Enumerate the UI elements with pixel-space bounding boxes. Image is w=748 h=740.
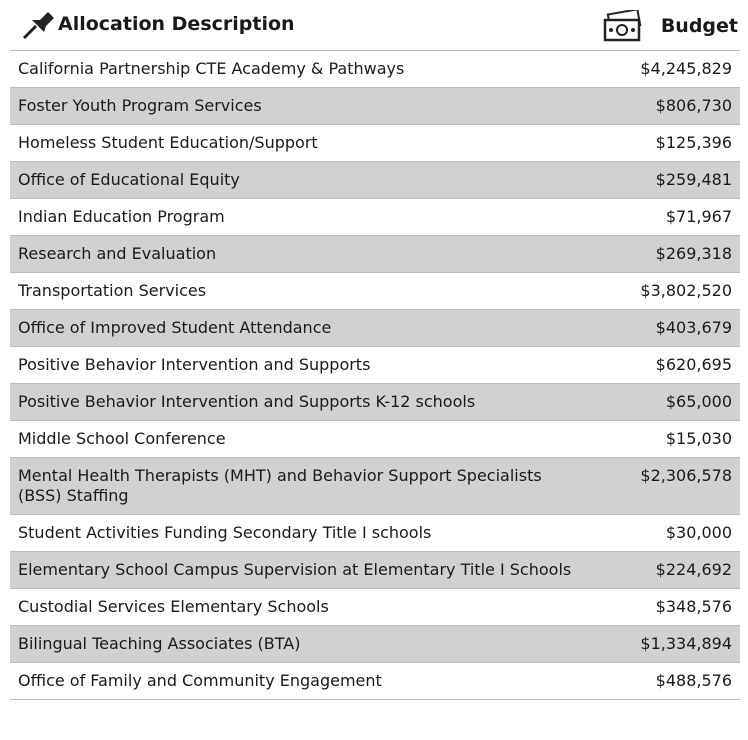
header-text: Allocation Description [58, 13, 295, 35]
table-row: Student Activities Funding Secondary Tit… [10, 514, 740, 552]
budget-cell: $1,334,894 [586, 625, 740, 663]
description-cell: Custodial Services Elementary Schools [10, 588, 586, 626]
budget-cell: $259,481 [586, 161, 740, 199]
table-row: Bilingual Teaching Associates (BTA) $1,33… [10, 625, 740, 663]
description-cell: Positive Behavior Intervention and Suppo… [10, 346, 586, 384]
money-icon [603, 10, 642, 42]
budget-cell: $125,396 [586, 124, 740, 162]
description-cell: Foster Youth Program Services [10, 87, 586, 125]
header: Allocation Description Budget [10, 0, 740, 50]
description-cell: Office of Improved Student Attendance [10, 309, 586, 347]
description-cell: Indian Education Program [10, 198, 586, 236]
table-row: Research and Evaluation $269,318 [10, 235, 740, 273]
description-cell: Office of Educational Equity [10, 161, 586, 199]
table-row: Office of Improved Student Attendance $40… [10, 309, 740, 347]
description-cell: Homeless Student Education/Support [10, 124, 586, 162]
budget-cell: $65,000 [586, 383, 740, 421]
table-row: Custodial Services Elementary Schools $34… [10, 588, 740, 626]
description-cell: Mental Health Therapists (MHT) and Behav… [10, 457, 586, 515]
table-row: Indian Education Program $71,967 [10, 198, 740, 236]
description-cell: Research and Evaluation [10, 235, 586, 273]
pin-icon [22, 12, 54, 40]
budget-cell: $30,000 [586, 514, 740, 552]
table-row: Middle School Conference $15,030 [10, 420, 740, 458]
page: Allocation Description Budget California… [10, 0, 740, 700]
description-cell: California Partnership CTE Academy & Pat… [10, 50, 586, 88]
description-cell: Bilingual Teaching Associates (BTA) [10, 625, 586, 663]
budget-cell: $2,306,578 [586, 457, 740, 515]
table-row: Transportation Services $3,802,520 [10, 272, 740, 310]
description-cell: Positive Behavior Intervention and Suppo… [10, 383, 586, 421]
table-row: California Partnership CTE Academy & Pat… [10, 50, 740, 88]
budget-cell: $15,030 [586, 420, 740, 458]
budget-cell: $348,576 [586, 588, 740, 626]
budget-cell: $488,576 [586, 662, 740, 700]
budget-cell: $403,679 [586, 309, 740, 347]
description-cell: Middle School Conference [10, 420, 586, 458]
budget-cell: $71,967 [586, 198, 740, 236]
description-cell: Transportation Services [10, 272, 586, 310]
description-cell: Elementary School Campus Supervision at … [10, 551, 586, 589]
budget-cell: $620,695 [586, 346, 740, 384]
table-row: Positive Behavior Intervention and Suppo… [10, 383, 740, 421]
table-row: Elementary School Campus Supervision at … [10, 551, 740, 589]
table-row: Homeless Student Education/Support $125,3… [10, 124, 740, 162]
table-row: Positive Behavior Intervention and Suppo… [10, 346, 740, 384]
desc-header: Allocation Description [22, 8, 295, 40]
budget-cell: $269,318 [586, 235, 740, 273]
budget-cell: $224,692 [586, 551, 740, 589]
table-row: Mental Health Therapists (MHT) and Behav… [10, 457, 740, 515]
budget-cell: $806,730 [586, 87, 740, 125]
budget-cell: $3,802,520 [586, 272, 740, 310]
header-text: Budget [660, 15, 738, 37]
description-cell: Student Activities Funding Secondary Tit… [10, 514, 586, 552]
table-row: Office of Family and Community Engagemen… [10, 662, 740, 700]
description-cell: Office of Family and Community Engagemen… [10, 662, 586, 700]
table-row: Foster Youth Program Services $806,730 [10, 87, 740, 125]
table-row: Office of Educational Equity $259,481 [10, 161, 740, 199]
budget-header: Budget [603, 10, 738, 42]
budget-table: California Partnership CTE Academy & Pat… [10, 50, 740, 700]
budget-cell: $4,245,829 [586, 50, 740, 88]
